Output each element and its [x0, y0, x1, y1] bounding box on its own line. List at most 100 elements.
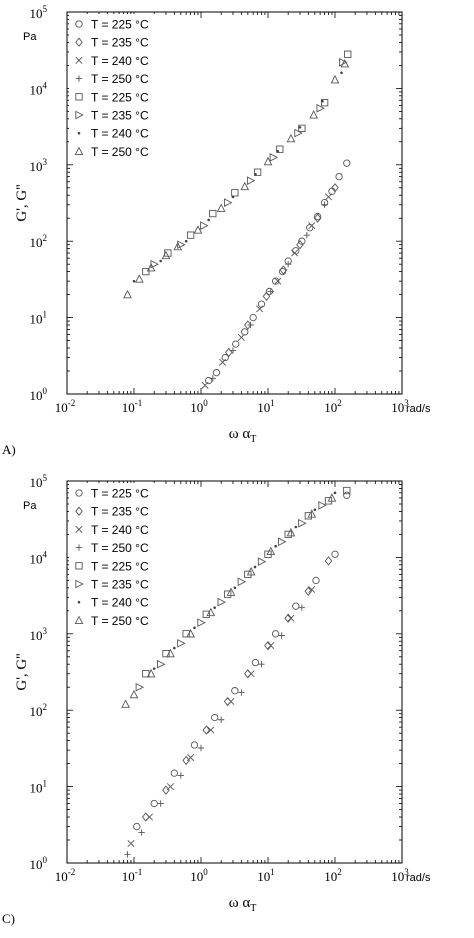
data-point [298, 604, 306, 611]
legend-marker [75, 489, 83, 497]
data-point [225, 347, 233, 358]
series-dot-6 [132, 71, 343, 283]
data-point [129, 689, 139, 699]
data-point [247, 670, 255, 678]
data-point [217, 597, 226, 607]
data-point [307, 509, 317, 518]
data-point [142, 267, 150, 276]
data-point [182, 630, 190, 638]
y-tick-label: 101 [30, 779, 48, 796]
data-point [177, 772, 185, 779]
x-axis-label: ω αT [229, 426, 257, 445]
data-point [157, 800, 164, 807]
data-point [123, 289, 132, 299]
data-point [209, 209, 217, 218]
data-point [246, 566, 256, 576]
data-point [254, 173, 257, 176]
data-point [146, 262, 156, 272]
y-tick-label: 105 [30, 473, 48, 490]
y-tick-label: 101 [30, 310, 48, 327]
data-point [292, 247, 300, 255]
series-x-2 [127, 585, 316, 848]
axis-ticks [66, 480, 403, 864]
data-point [173, 241, 183, 251]
data-point [146, 668, 156, 678]
y-tick-label: 100 [30, 386, 48, 403]
data-point [286, 133, 296, 143]
x-tick-label: 101 [257, 867, 275, 884]
data-point [197, 744, 205, 752]
data-point [278, 537, 287, 547]
legend-entry: T = 240 °C [91, 127, 149, 141]
data-point [182, 755, 190, 766]
data-point [186, 629, 195, 638]
legend-entry: T = 225 °C [91, 18, 149, 32]
x-tick-label: 103 [391, 867, 409, 884]
data-point [244, 570, 252, 578]
data-point [201, 381, 209, 389]
legend: T = 225 °C T = 235 °C T = 240 °C T = 250 °C… [69, 483, 161, 631]
axis-ticks [66, 11, 403, 395]
data-point [186, 231, 195, 239]
data-point [330, 74, 340, 84]
legend-entry: T = 235 °C [91, 36, 149, 50]
chart-panel-c: 10-2 10-1 100 101 102 103 100 101 102 103 104 105 Pa… [2, 473, 431, 926]
data-point [206, 607, 216, 617]
x-tick-label: 102 [324, 867, 342, 884]
data-point [209, 375, 216, 382]
data-point [166, 648, 175, 658]
x-tick-label: 10-2 [55, 398, 76, 415]
data-point [308, 585, 316, 594]
data-point [306, 224, 314, 232]
legend-marker [75, 525, 83, 533]
legend-entry: T = 240 °C [91, 54, 149, 68]
data-point [303, 231, 311, 239]
data-point [343, 159, 351, 167]
legend-marker [75, 506, 83, 516]
data-point [284, 260, 292, 268]
legend-entry: T = 240 °C [91, 596, 149, 610]
data-point [286, 527, 296, 537]
data-point [333, 491, 337, 495]
data-point [340, 58, 350, 68]
data-point [207, 218, 210, 222]
legend-entry: T = 250 °C [91, 145, 149, 159]
data-point [274, 544, 277, 548]
legend-marker [75, 562, 83, 570]
data-point [247, 321, 254, 329]
data-point [162, 649, 170, 658]
data-point [187, 754, 195, 762]
data-point [279, 265, 288, 275]
y-tick-label: 102 [30, 702, 48, 719]
data-point [251, 658, 260, 667]
data-point [166, 783, 174, 791]
legend-entry: T = 235 °C [91, 109, 149, 123]
data-point [200, 221, 209, 230]
legend: T = 225 °C T = 235 °C T = 240 °C T = 250 °C… [69, 14, 161, 162]
legend-entry: T = 235 °C [91, 578, 149, 592]
data-point [316, 103, 325, 113]
data-point [344, 50, 352, 58]
data-point [308, 222, 316, 230]
legend-entry: T = 225 °C [91, 559, 149, 573]
data-point [244, 320, 252, 330]
plot-frame [66, 480, 403, 864]
data-point [150, 259, 159, 269]
legend-entry: T = 235 °C [91, 505, 149, 519]
x-unit-label: rad/s [406, 872, 431, 884]
data-point [124, 851, 131, 858]
series-circle-0 [133, 491, 351, 831]
data-point [177, 240, 186, 250]
data-point [202, 610, 210, 618]
data-point [312, 576, 320, 585]
data-point [327, 493, 337, 502]
legend-marker [75, 93, 83, 101]
legend-marker [75, 56, 83, 64]
series-diamond-1 [225, 183, 339, 358]
data-point [142, 812, 150, 822]
data-point [159, 259, 162, 263]
legend-marker [77, 600, 81, 604]
data-point [249, 313, 257, 322]
y-tick-label: 100 [30, 855, 48, 872]
y-tick-label: 105 [30, 4, 48, 21]
